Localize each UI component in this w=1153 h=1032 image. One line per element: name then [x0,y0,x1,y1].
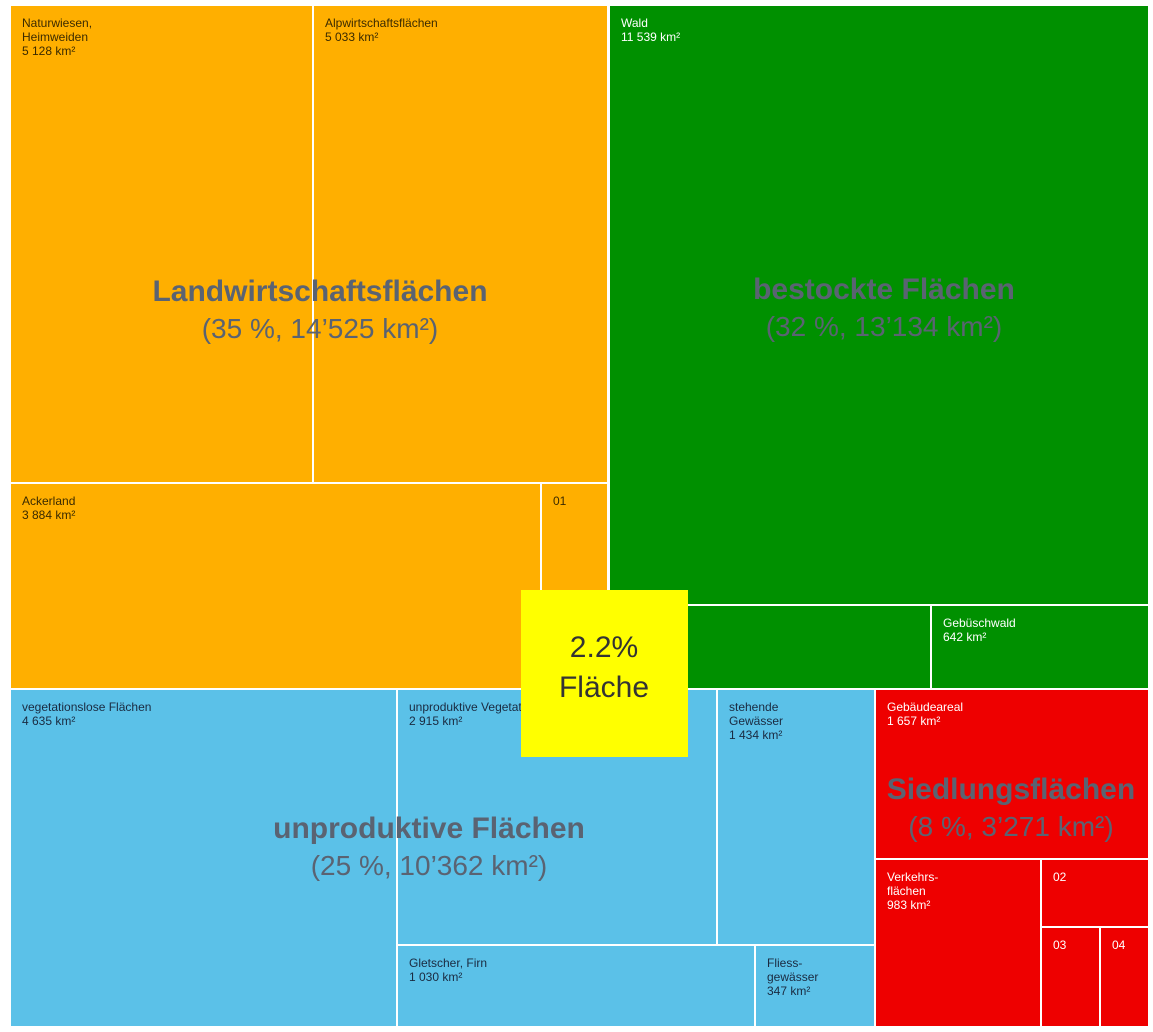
cell-value: 4 635 km² [22,714,75,728]
treemap-cell [1040,858,1150,928]
treemap-cell [716,688,876,946]
group-name: bestockte Flächen [753,273,1015,306]
cell-value: 11 539 km² [621,30,680,44]
cell-name: vegetationslose Flächen [22,700,151,714]
cell-name: Verkehrs-flächen [887,870,938,898]
cell-name: Ackerland [22,494,75,508]
group-name: unproduktive Flächen [273,812,585,845]
cell-name: Fliess-gewässer [767,956,818,984]
cell-name: 03 [1053,938,1067,952]
treemap-cell [9,4,314,484]
treemap-cell [930,604,1150,690]
cell-value: 5 128 km² [22,44,75,58]
cell-name: Gletscher, Firn [409,956,487,970]
annotation-text: 2.2% [570,631,638,664]
group-name: Siedlungsflächen [887,773,1135,806]
cell-name: Alpwirtschaftsflächen [325,16,438,30]
cell-name: unproduktive Vegetation [409,700,538,714]
group-summary: (25 %, 10’362 km²) [311,850,548,881]
cell-value: 983 km² [887,898,930,912]
group-name: Landwirtschaftsflächen [152,275,487,308]
cell-value: 2 915 km² [409,714,462,728]
cell-name: 02 [1053,870,1067,884]
cell-value: 5 033 km² [325,30,378,44]
treemap-cell [1040,926,1101,1028]
treemap-cell [312,4,609,484]
cell-value: 3 884 km² [22,508,75,522]
cell-name: stehende Gewässer [729,700,783,728]
cell-name: Gebüschwald [943,616,1016,630]
treemap-cell [9,482,542,690]
cell-value: 347 km² [767,984,810,998]
cell-value: 1 434 km² [729,728,782,742]
cell-value: 1 030 km² [409,970,462,984]
annotation-text: Fläche [559,671,649,704]
cell-name: Wald [621,16,648,30]
treemap-cell [1099,926,1150,1028]
cell-value: 1 657 km² [887,714,940,728]
treemap-cell [874,858,1042,1028]
cell-name: Naturwiesen, Heimweiden [22,16,92,44]
group-summary: (35 %, 14’525 km²) [202,313,439,344]
group-area [874,688,1150,1028]
treemap-cell [608,4,1150,606]
cell-name: 01 [553,494,567,508]
group-summary: (32 %, 13’134 km²) [766,311,1003,342]
annotation-box [521,590,688,757]
treemap-cell [9,688,398,1028]
cell-name: Gebäudeareal [887,700,963,714]
cell-value: 642 km² [943,630,986,644]
group-summary: (8 %, 3’271 km²) [908,811,1113,842]
cell-name: 04 [1112,938,1126,952]
